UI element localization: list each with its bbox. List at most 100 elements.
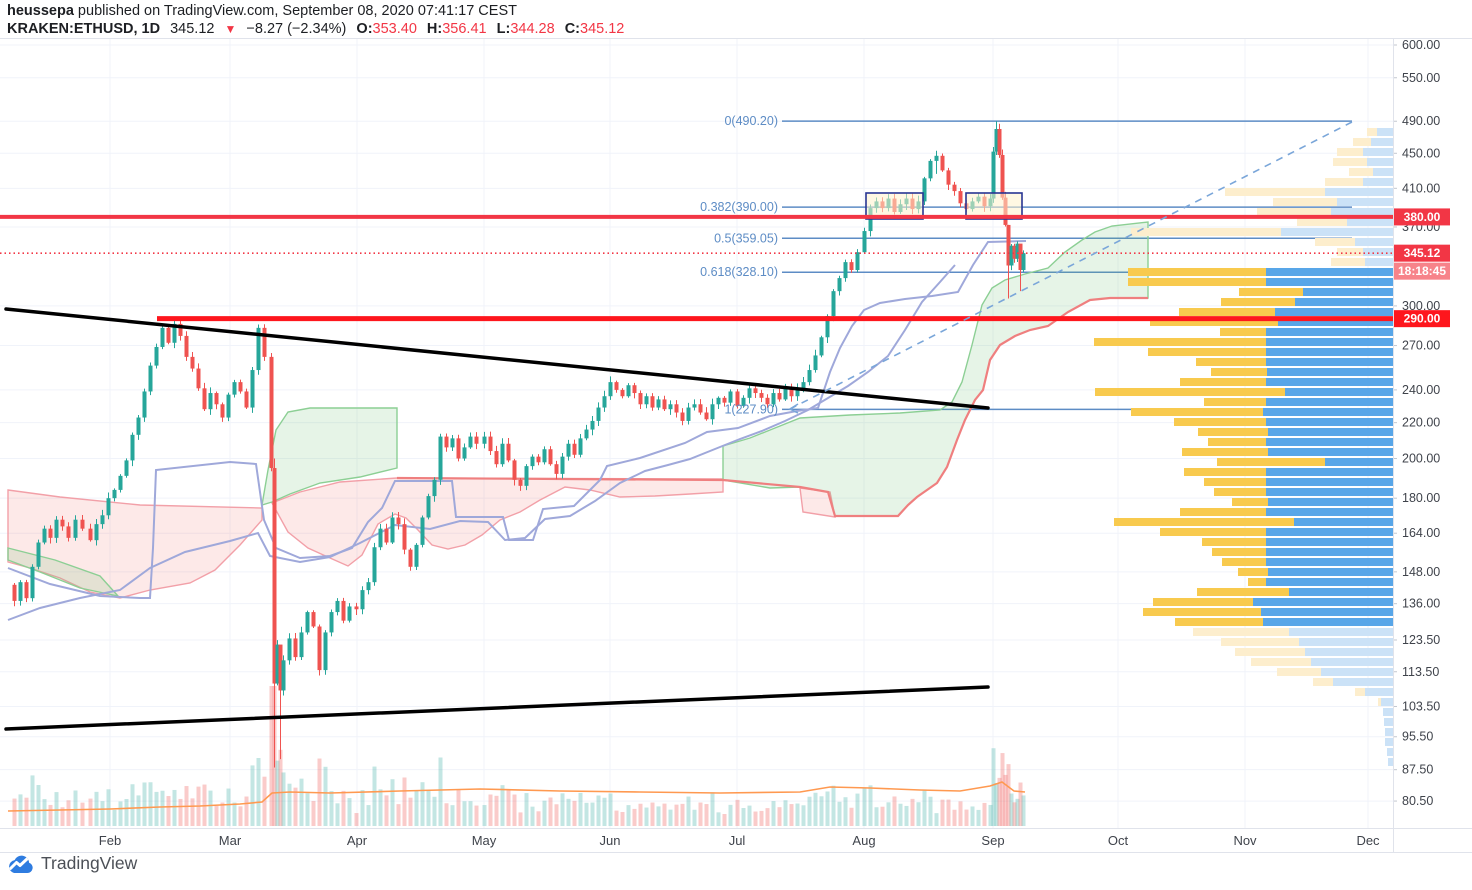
candle-body (354, 606, 359, 610)
candle-body (54, 519, 59, 538)
volume-bar (444, 803, 449, 826)
profile-row-blue (1387, 748, 1393, 756)
profile-row-blue (1305, 648, 1393, 656)
volume-bar (488, 794, 493, 826)
profile-row-yellow (1235, 648, 1305, 656)
volume-bar (958, 801, 963, 826)
month-label: Sep (981, 833, 1004, 848)
candle-body (728, 391, 733, 403)
publish-info-line: heussepa published on TradingView.com, S… (7, 3, 624, 20)
price-label-badge (1394, 262, 1450, 280)
candle-body (488, 436, 493, 452)
volume-bar (1015, 798, 1020, 826)
profile-row-blue (1266, 338, 1393, 346)
volume-bar (130, 784, 135, 826)
volume-bar (506, 789, 511, 826)
volume-bar (293, 787, 298, 826)
volume-bar (843, 797, 848, 826)
candle-body (524, 466, 529, 486)
volume-bar (728, 804, 733, 826)
volume-bar (880, 806, 885, 826)
profile-row-blue (1371, 138, 1393, 146)
volume-bar (250, 765, 255, 826)
volume-bar (777, 807, 782, 826)
volume-bar (819, 796, 824, 826)
fib-level-label: 0(490.20) (724, 114, 778, 128)
price-tick-label: 220.00 (1402, 416, 1440, 430)
tradingview-logo-icon[interactable] (7, 854, 34, 874)
volume-bar (456, 789, 461, 826)
candle-body (849, 262, 854, 271)
candle-body (536, 456, 541, 463)
volume-bar (88, 798, 93, 826)
month-label: Aug (852, 833, 875, 848)
candle-body (456, 438, 461, 459)
candle-body (958, 191, 963, 204)
senkou-b-line (396, 296, 1148, 518)
volume-bar (1021, 795, 1026, 826)
profile-row-yellow (1355, 688, 1365, 696)
candle-body (680, 412, 685, 421)
volume-bar (940, 799, 945, 826)
profile-row-yellow (1337, 248, 1363, 256)
volume-bar (1006, 764, 1011, 826)
consolidation-box (965, 192, 1023, 220)
profile-row-yellow (1204, 398, 1266, 406)
candle-body (323, 632, 328, 671)
candle-body (765, 397, 770, 405)
candle-body (1006, 224, 1011, 266)
volume-bar (530, 806, 535, 826)
candles (12, 121, 1026, 768)
volume-bar (704, 804, 709, 826)
volume-bar (898, 803, 903, 826)
candle-body (341, 600, 346, 621)
volume-bar (886, 802, 891, 826)
profile-row-yellow (1353, 138, 1371, 146)
volume-profile (1094, 128, 1393, 766)
price-label-text: 380.00 (1404, 210, 1441, 224)
high-value: 356.41 (442, 21, 487, 37)
profile-row-blue (1253, 598, 1393, 606)
volume-bar (518, 812, 523, 826)
time-axis[interactable]: Feb Mar Apr May Jun Jul Aug Sep Oct Nov Dec (0, 829, 1393, 852)
volume-bar (789, 804, 794, 826)
bullish-cloud (7, 547, 120, 598)
month-label: Jul (729, 833, 746, 848)
candle-body (24, 582, 29, 599)
candle-body (80, 519, 85, 529)
volume-bar (12, 798, 17, 826)
candle-body (130, 434, 135, 461)
profile-row-blue (1385, 728, 1393, 736)
volume-bar (305, 793, 310, 826)
volume-bar (910, 798, 915, 826)
profile-row-blue (1266, 398, 1393, 406)
volume-bar (991, 748, 996, 826)
candle-body (347, 606, 352, 621)
volume-bar (54, 792, 59, 826)
candle-body (795, 388, 800, 397)
candle-body (226, 394, 231, 418)
candle-body (384, 528, 389, 543)
candle-body (262, 327, 267, 357)
candle-body (548, 449, 553, 465)
profile-row-yellow (1202, 538, 1266, 546)
candle-body (202, 388, 207, 410)
consolidation-box (865, 192, 924, 220)
symbol-title: KRAKEN:ETHUSD, 1D (7, 21, 161, 37)
tradingview-brand-text[interactable]: TradingView (41, 853, 138, 873)
price-tick-label: 87.50 (1402, 763, 1433, 777)
month-label: Jun (600, 833, 621, 848)
profile-row-yellow (1128, 278, 1266, 286)
profile-row-yellow (1148, 348, 1266, 356)
candle-body (250, 370, 255, 408)
volume-bar (997, 777, 1002, 826)
price-tick-label: 450.00 (1402, 146, 1440, 160)
volume-bar (474, 805, 479, 826)
candle-body (994, 128, 999, 152)
volume-bar (596, 795, 601, 826)
volume-bar (214, 805, 219, 826)
price-scale[interactable]: 600.00550.00490.00450.00410.00370.00300.… (1393, 38, 1472, 852)
candle-body (638, 393, 643, 405)
volume-bar (674, 804, 679, 826)
